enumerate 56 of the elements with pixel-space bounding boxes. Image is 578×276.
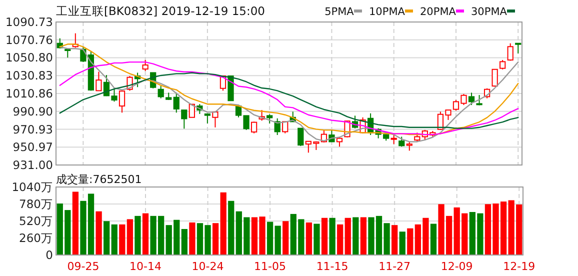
bar: [306, 222, 312, 256]
y-tick-label: 260万: [19, 231, 53, 245]
bar: [189, 222, 196, 256]
x-tick-label: 11-15: [316, 260, 348, 273]
legend-label: 30PMA: [471, 6, 508, 18]
y-tick-label: 970.93: [12, 122, 53, 136]
y-tick-label: 1090.73: [5, 15, 53, 29]
bar: [337, 224, 344, 256]
bar: [274, 226, 281, 256]
x-tick-label: 10-24: [192, 260, 224, 273]
x-tick-label: 12-09: [440, 260, 473, 273]
x-tick-label: 09-25: [67, 260, 100, 273]
bar: [314, 224, 320, 256]
legend-label: 5PMA: [324, 6, 355, 18]
bar: [220, 192, 226, 256]
chart-title: 工业互联[BK0832] 2019-12-19 15:00: [56, 4, 265, 18]
y-tick-label: 931.00: [12, 158, 53, 172]
bar: [142, 213, 149, 256]
bar: [329, 218, 336, 256]
y-tick-label: 990.90: [12, 104, 53, 118]
y-tick-label: 1030.83: [5, 68, 53, 83]
bar: [126, 219, 134, 256]
bar: [212, 223, 219, 256]
text: 成交量:7652501: [56, 173, 142, 186]
y-tick-label: 520万: [19, 214, 53, 228]
x-tick-label: 10-14: [130, 260, 162, 273]
bar: [228, 200, 234, 256]
bar: [96, 211, 102, 256]
bar: [392, 225, 398, 256]
bar: [104, 221, 110, 256]
y-tick-label: 950.97: [12, 140, 53, 154]
y-tick-label: 1070.76: [5, 32, 53, 47]
bar: [119, 224, 126, 256]
bar: [321, 218, 328, 256]
bar: [134, 216, 141, 256]
legend-label: 20PMA: [420, 6, 457, 18]
x-tick-label: 12-19: [503, 260, 536, 273]
bar: [344, 218, 351, 256]
legend-label: 10PMA: [369, 6, 406, 18]
bar: [111, 224, 118, 256]
bar: [181, 229, 188, 256]
y-tick-label: 1040万: [12, 180, 53, 194]
bar: [282, 221, 289, 256]
bar: [360, 217, 367, 256]
bar: [352, 217, 359, 256]
y-tick-label: 1050.80: [5, 50, 53, 65]
bar: [266, 222, 274, 256]
y-tick-label: 1010.86: [5, 86, 53, 101]
bar: [72, 192, 79, 256]
y-tick-label: 780万: [19, 197, 53, 211]
x-tick-label: 11-27: [378, 260, 411, 273]
bar: [399, 232, 406, 256]
bar: [407, 228, 414, 256]
y-tick-label: 0: [46, 248, 53, 262]
bar: [430, 224, 437, 256]
x-tick-label: 11-05: [254, 260, 286, 273]
